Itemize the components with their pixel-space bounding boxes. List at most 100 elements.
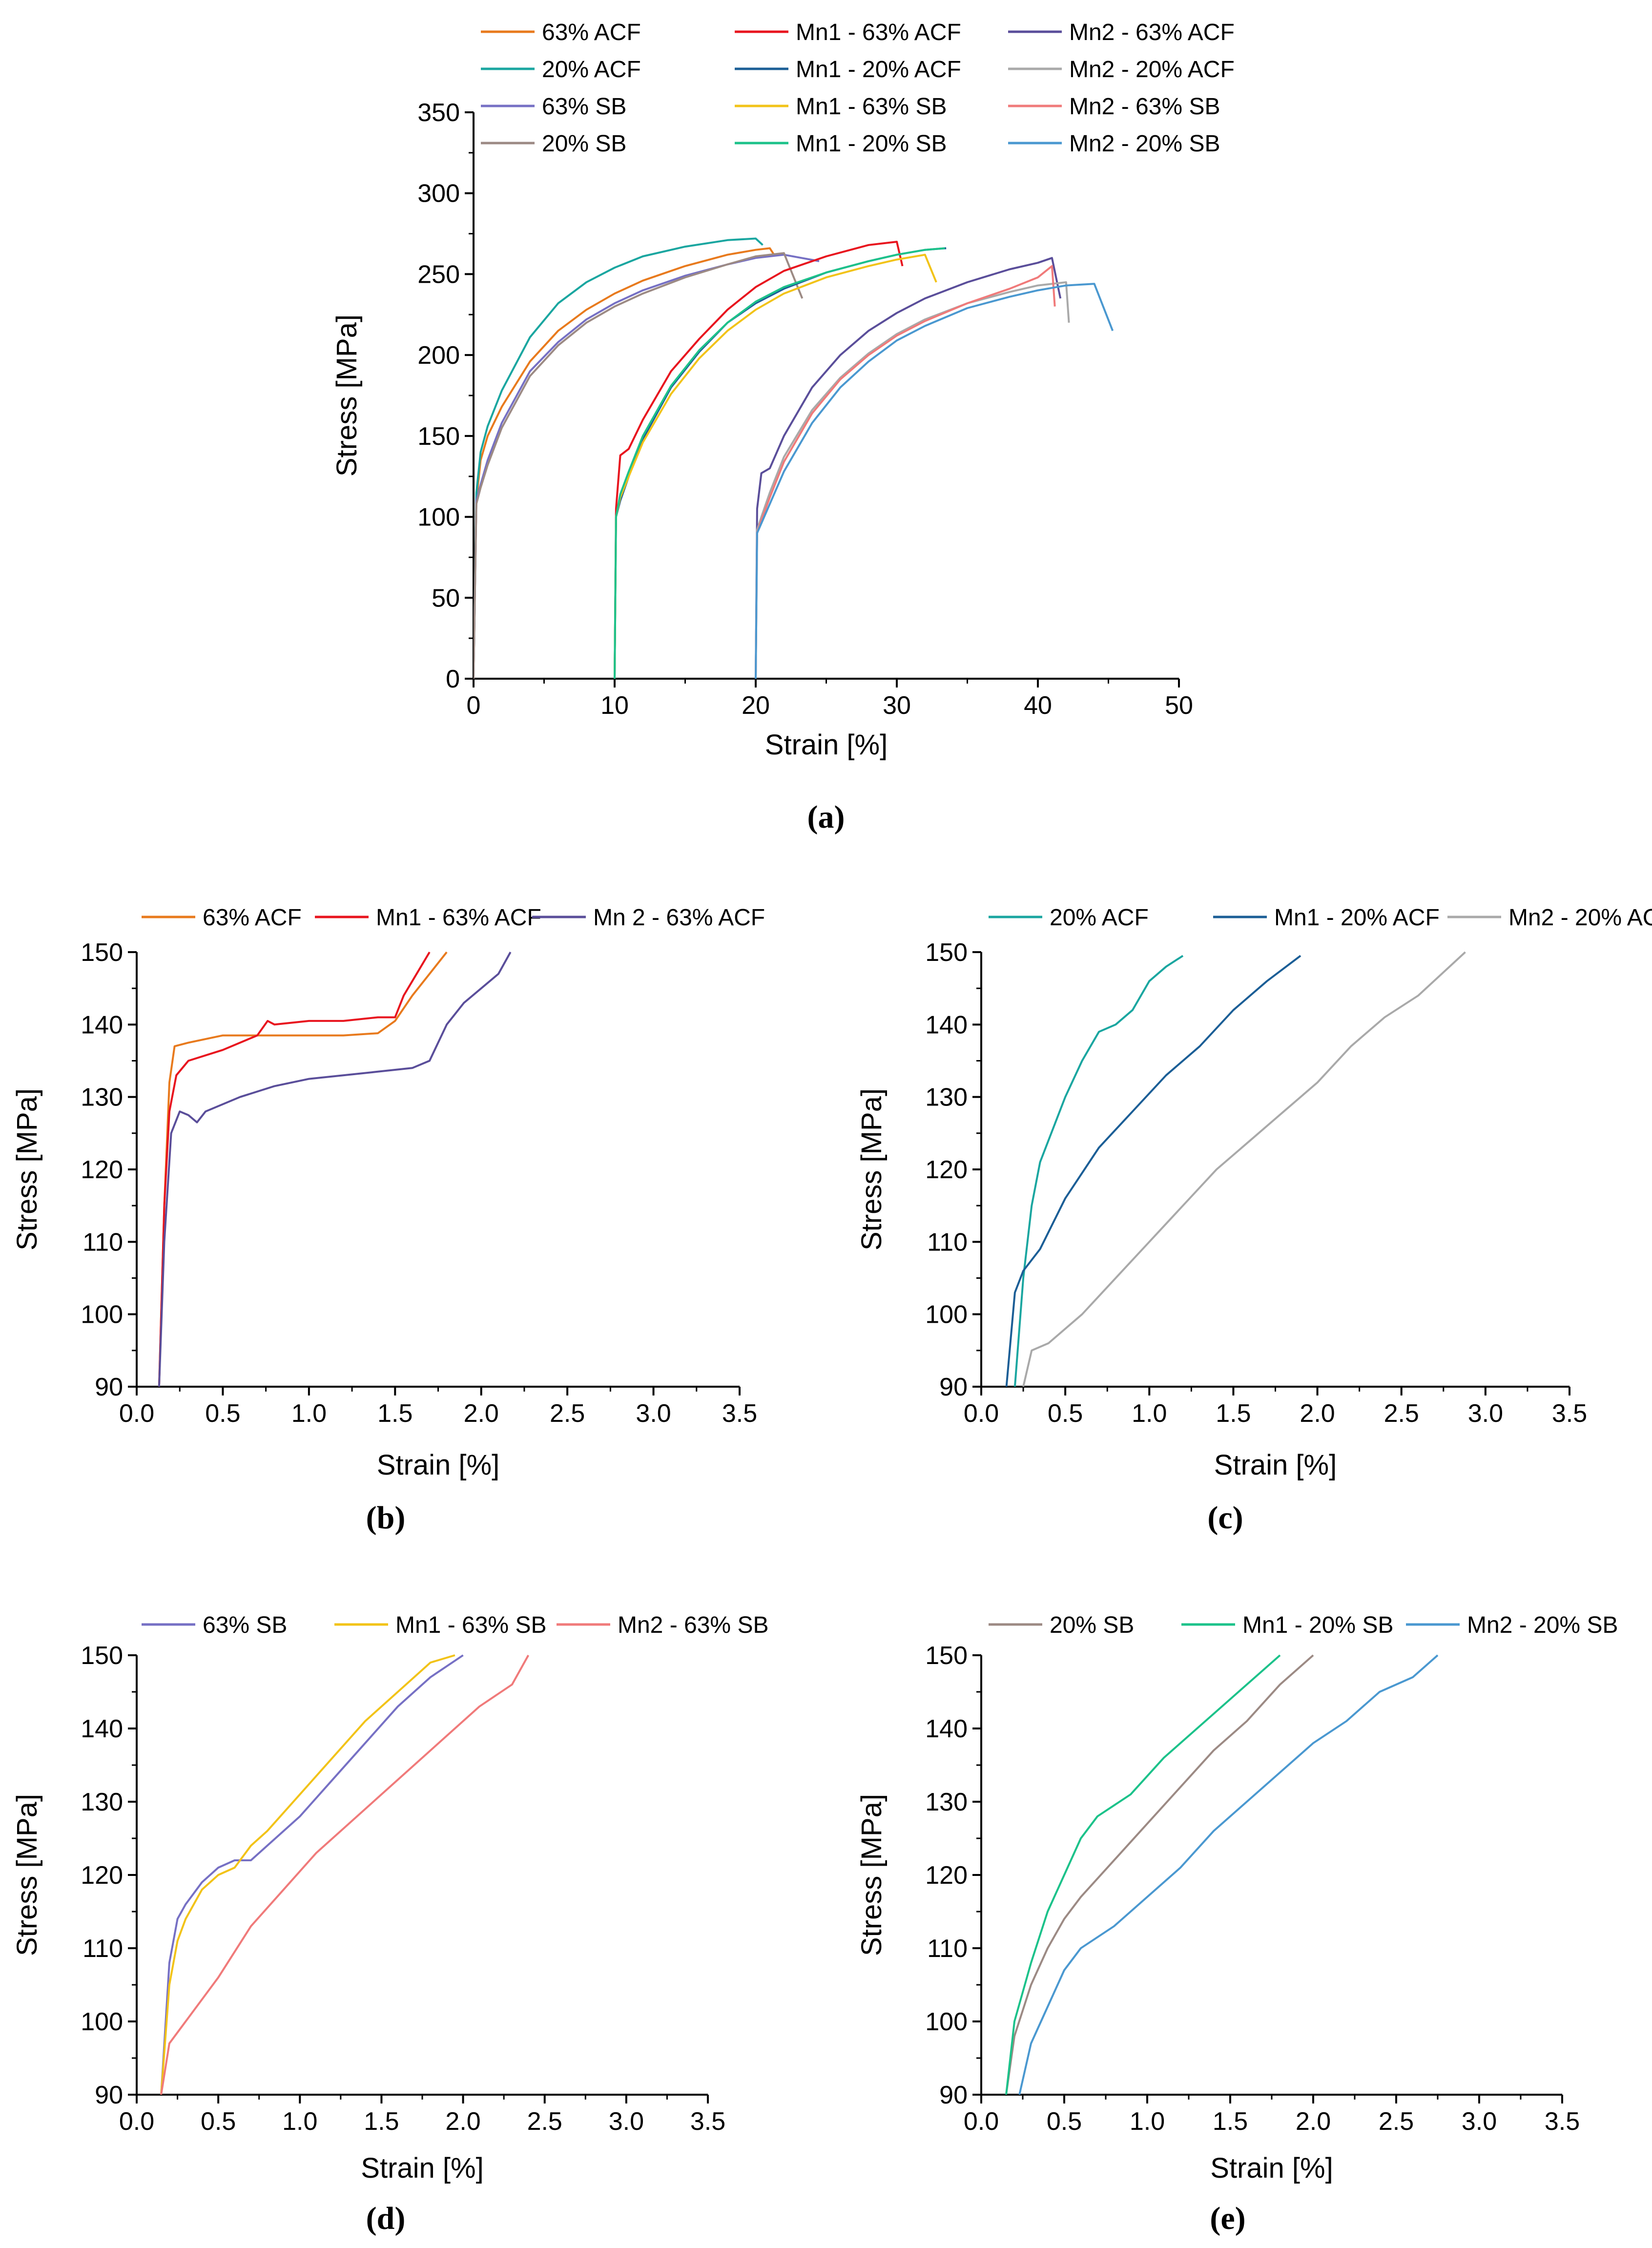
x-tick-label: 3.0 <box>1468 1399 1503 1428</box>
y-tick-label: 120 <box>81 1861 123 1890</box>
legend-label: Mn1 - 20% ACF <box>1274 905 1440 931</box>
y-tick-label: 100 <box>81 2008 123 2036</box>
series-line <box>160 1654 455 2095</box>
series-line <box>614 247 945 679</box>
legend-label: 63% ACF <box>542 20 641 45</box>
y-tick-label: 110 <box>927 1228 968 1256</box>
y-axis-title: Stress [MPa] <box>11 1794 43 1956</box>
x-tick-label: 3.0 <box>636 1399 671 1428</box>
y-tick-label: 90 <box>95 2081 123 2109</box>
panel-label: (a) <box>807 799 845 835</box>
y-tick-label: 110 <box>83 1935 123 1963</box>
legend-label: Mn1 - 20% ACF <box>796 57 961 83</box>
legend: 20% ACF Mn1 - 20% ACF Mn2 - 20% ACF <box>989 905 1652 931</box>
x-axis-title: Strain [%] <box>377 1449 499 1481</box>
series-line <box>1013 955 1184 1387</box>
series-line <box>614 253 937 679</box>
panel-label: (e) <box>1210 2201 1245 2236</box>
y-tick-label: 100 <box>417 503 460 532</box>
chart-panel-0: 0 10 20 30 40 50 0 50 100 150 200 250 300 350 Strain [… <box>331 20 1235 835</box>
legend-label: Mn 2 - 63% ACF <box>593 905 765 931</box>
y-tick-label: 90 <box>95 1373 123 1401</box>
chart-panel-1: 0.0 0.5 1.0 1.5 2.0 2.5 3.0 3.5 90 100 110 120 130 14… <box>11 905 765 1536</box>
y-tick-label: 90 <box>939 1373 968 1401</box>
y-tick-label: 140 <box>81 1011 123 1039</box>
legend-label: Mn2 - 20% ACF <box>1508 905 1652 931</box>
y-tick-label: 130 <box>81 1788 123 1816</box>
x-tick-label: 2.0 <box>1300 1399 1335 1428</box>
legend-label: Mn2 - 63% SB <box>618 1612 768 1638</box>
chart-panel-3: 0.0 0.5 1.0 1.5 2.0 2.5 3.0 3.5 90 100 110 120 130 14… <box>11 1612 768 2236</box>
series-line <box>1022 951 1466 1387</box>
legend: 20% SB Mn1 - 20% SB Mn2 - 20% SB <box>989 1612 1618 1638</box>
y-tick-label: 110 <box>927 1935 968 1963</box>
y-tick-label: 100 <box>925 1301 968 1329</box>
series-line <box>158 951 448 1387</box>
y-tick-label: 100 <box>925 2008 968 2036</box>
y-axis-title: Stress [MPa] <box>856 1794 888 1956</box>
legend-label: Mn2 - 63% ACF <box>1069 20 1235 45</box>
x-axis-title: Strain [%] <box>765 729 888 761</box>
panel-label: (d) <box>366 2201 406 2236</box>
y-tick-label: 250 <box>417 260 460 289</box>
x-tick-label: 3.0 <box>609 2107 644 2136</box>
x-tick-label: 3.5 <box>722 1399 757 1428</box>
y-tick-label: 140 <box>925 1011 968 1039</box>
x-axis-title: Strain [%] <box>1214 1449 1337 1481</box>
x-tick-label: 2.0 <box>464 1399 499 1428</box>
x-tick-label: 0 <box>467 691 481 720</box>
y-axis-title: Stress [MPa] <box>856 1088 888 1250</box>
y-tick-label: 150 <box>81 1642 123 1670</box>
series-line <box>1018 1654 1439 2095</box>
x-tick-label: 1.0 <box>1130 2107 1165 2136</box>
series-line <box>1005 955 1301 1387</box>
y-tick-label: 120 <box>81 1156 123 1184</box>
x-tick-label: 2.0 <box>1296 2107 1331 2136</box>
x-tick-label: 0.5 <box>205 1399 240 1428</box>
series-line <box>474 253 820 679</box>
legend-label: 20% ACF <box>542 57 641 83</box>
x-tick-label: 1.5 <box>377 1399 413 1428</box>
legend-label: Mn1 - 63% SB <box>395 1612 546 1638</box>
legend-label: Mn2 - 20% SB <box>1467 1612 1618 1638</box>
x-tick-label: 2.0 <box>445 2107 480 2136</box>
legend: 63% ACF Mn1 - 63% ACF Mn 2 - 63% ACF <box>142 905 765 931</box>
legend: 63% ACF Mn1 - 63% ACF Mn2 - 63% ACF 20% ACF… <box>481 20 1235 157</box>
x-tick-label: 30 <box>883 691 911 720</box>
series-line <box>158 951 431 1387</box>
series-line <box>1005 1654 1314 2095</box>
x-tick-label: 1.0 <box>1132 1399 1167 1428</box>
series-line <box>755 257 1062 679</box>
x-tick-label: 3.5 <box>1552 1399 1587 1428</box>
legend: 63% SB Mn1 - 63% SB Mn2 - 63% SB <box>142 1612 768 1638</box>
x-tick-label: 1.0 <box>282 2107 317 2136</box>
x-tick-label: 50 <box>1165 691 1193 720</box>
x-tick-label: 1.5 <box>1213 2107 1248 2136</box>
y-tick-label: 130 <box>925 1083 968 1112</box>
x-tick-label: 0.0 <box>119 2107 154 2136</box>
x-tick-label: 1.0 <box>291 1399 327 1428</box>
x-tick-label: 2.5 <box>1384 1399 1419 1428</box>
x-axis-title: Strain [%] <box>361 2152 483 2184</box>
y-tick-label: 300 <box>417 180 460 208</box>
y-tick-label: 110 <box>83 1228 123 1256</box>
x-tick-label: 0.5 <box>1048 1399 1083 1428</box>
legend-label: 20% SB <box>1050 1612 1134 1638</box>
series-line <box>158 952 512 1387</box>
legend-label: 20% SB <box>542 131 626 157</box>
series-line <box>755 281 1070 679</box>
x-tick-label: 0.5 <box>201 2107 236 2136</box>
panel-label: (b) <box>366 1500 406 1536</box>
legend-label: Mn2 - 20% SB <box>1069 131 1220 157</box>
y-tick-label: 50 <box>432 584 460 612</box>
x-tick-label: 1.5 <box>1216 1399 1251 1428</box>
legend-label: 63% ACF <box>203 905 302 931</box>
series-line <box>1005 1654 1281 2095</box>
legend-label: Mn2 - 63% SB <box>1069 94 1220 120</box>
y-tick-label: 120 <box>925 1861 968 1890</box>
x-tick-label: 2.5 <box>527 2107 562 2136</box>
series-line <box>614 241 904 679</box>
series-group <box>474 237 1114 679</box>
series-group <box>1005 951 1466 1387</box>
